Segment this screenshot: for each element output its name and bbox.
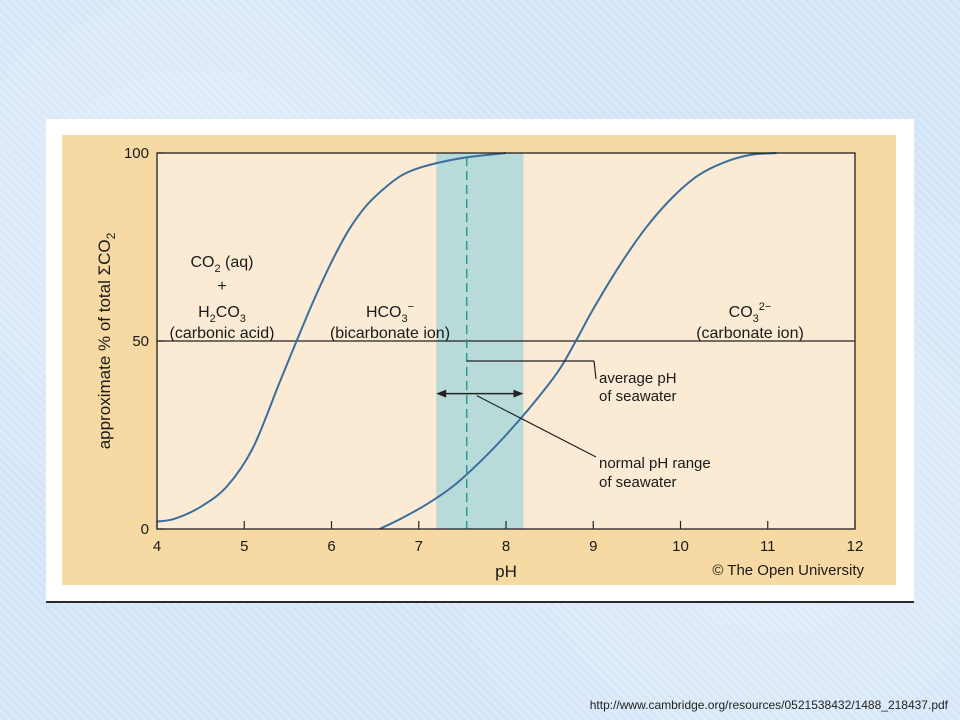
co2-tail: (aq) [221,254,254,271]
co3-sup: 2− [759,301,772,313]
svg-text:CO2 (aq): CO2 (aq) [190,254,253,275]
hco3-sup: − [408,301,414,313]
plus-sign: + [217,278,226,295]
carbonic-acid-text: (carbonic acid) [170,325,275,342]
region-label-carbonate: CO32− (carbonate ion) [696,301,804,342]
x-tick-label-5: 5 [240,538,248,555]
y-tick-label-0: 0 [141,521,149,538]
h2co3-sub2: 2 [210,313,216,325]
average-ph-label-line1: average pH [599,370,677,387]
ph-range-label-line2: of seawater [599,474,677,491]
ph-range-leader [476,395,597,458]
ph-range-arrowhead-left [436,389,447,398]
h2co3-sub3: 3 [240,313,246,325]
x-tick-label-4: 4 [153,538,161,555]
x-tick-label-10: 10 [672,538,689,555]
ph-range-label-line1: normal pH range [599,455,711,472]
curve-series-1 [156,152,507,523]
co3-sub: 3 [753,313,759,325]
region-label-acid: CO2 (aq) + H2CO3 (carbonic acid) [170,254,275,342]
region-label-bicarbonate: HCO3− (bicarbonate ion) [330,301,450,342]
slide-panel: 4 5 6 7 8 9 10 11 12 0 50 100 pH approximate % of t… [46,119,914,603]
x-tick-label-11: 11 [760,538,776,555]
y-tick-label-100: 100 [124,145,149,162]
h2co3-tail: CO [216,304,240,321]
carbonate-text: (carbonate ion) [696,325,804,342]
average-ph-leader-tail [593,360,597,380]
svg-text:H2CO3: H2CO3 [198,304,246,325]
copyright: © The Open University [712,562,864,579]
x-tick-label-6: 6 [327,538,335,555]
x-tick-label-12: 12 [847,538,864,555]
chart-frame: 4 5 6 7 8 9 10 11 12 0 50 100 pH approximate % of t… [62,135,896,585]
x-axis-label: pH [495,562,517,581]
x-tick-label-7: 7 [415,538,423,555]
curve-series-2 [379,152,777,530]
co3-species: CO [729,304,753,321]
hco3-species: HCO [366,304,402,321]
h2co3-h: H [198,304,210,321]
y-axis-label-sub: 2 [104,232,118,239]
chart: 4 5 6 7 8 9 10 11 12 0 50 100 pH approximate % of t… [95,145,864,581]
ph-range-arrowhead-right [513,389,524,398]
co2-sub: 2 [214,263,220,275]
bicarbonate-text: (bicarbonate ion) [330,325,450,342]
hco3-sub: 3 [402,313,408,325]
y-tick-label-50: 50 [132,333,149,350]
co2-species: CO [190,254,214,271]
y-axis-label-main: approximate % of total ΣCO [95,239,114,449]
x-tick-label-9: 9 [589,538,597,555]
x-tick-label-8: 8 [502,538,510,555]
average-ph-label-line2: of seawater [599,388,677,405]
svg-text:CO32−: CO32− [729,301,772,325]
svg-text:HCO3−: HCO3− [366,301,414,325]
y-axis-label: approximate % of total ΣCO2 [95,232,118,449]
source-url[interactable]: http://www.cambridge.org/resources/05215… [589,698,948,712]
